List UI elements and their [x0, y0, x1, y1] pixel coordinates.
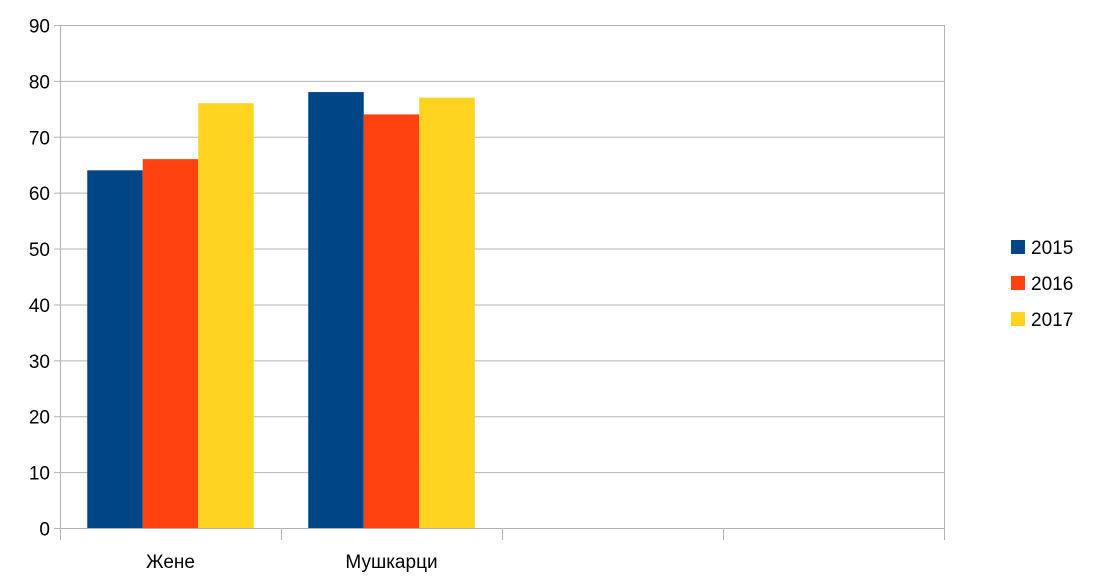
y-tick-label: 0 — [39, 520, 50, 541]
y-tick-label: 30 — [29, 352, 50, 373]
y-tick-label: 90 — [29, 17, 50, 38]
legend-swatch-2015 — [1011, 240, 1025, 254]
bar-2016 — [142, 159, 199, 528]
y-tick-label: 20 — [29, 408, 50, 429]
y-tick-label: 50 — [29, 240, 50, 261]
legend-label-2015: 2015 — [1031, 238, 1073, 259]
bar-2016 — [363, 114, 420, 528]
y-tick-label: 40 — [29, 296, 50, 317]
legend-label-2016: 2016 — [1031, 274, 1073, 295]
y-tick-label: 70 — [29, 128, 50, 149]
bar-2015 — [308, 92, 364, 529]
legend-swatch-2017 — [1011, 312, 1025, 326]
bar-2015 — [87, 170, 143, 529]
y-tick-label: 10 — [29, 464, 50, 485]
legend-label-2017: 2017 — [1031, 310, 1073, 331]
bar-2017 — [198, 103, 254, 528]
bar-2017 — [419, 97, 475, 529]
y-tick-label: 80 — [29, 72, 50, 93]
legend-swatch-2016 — [1011, 276, 1025, 290]
y-tick-label: 60 — [29, 184, 50, 205]
x-tick-label: Мушкарци — [345, 552, 437, 573]
x-tick-label: Жене — [146, 552, 195, 573]
